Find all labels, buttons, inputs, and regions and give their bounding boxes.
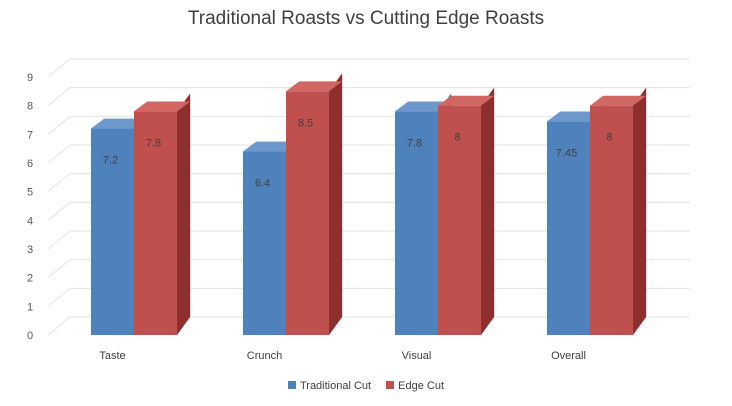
x-category-label: Taste <box>99 350 125 362</box>
gridline-depth <box>47 287 71 307</box>
gridline-depth <box>47 230 71 250</box>
bar-chart: 0 1 2 3 4 5 6 7 8 9 7.2 7.8 6.4 8.5 7.8 8 7.45 8 Taste Cr… <box>27 58 690 362</box>
data-label: 8 <box>606 132 612 144</box>
legend-label-edge-cut: Edge Cut <box>398 380 445 392</box>
data-labels: 7.2 7.8 6.4 8.5 7.8 8 7.45 8 <box>103 117 613 189</box>
chart-title: Traditional Roasts vs Cutting Edge Roast… <box>187 8 545 29</box>
gridline-depth <box>47 201 71 221</box>
gridline-depth <box>47 173 71 193</box>
y-tick-label: 5 <box>27 187 33 199</box>
data-label: 8.5 <box>298 117 313 129</box>
bar-edge-cut-crunch <box>286 73 343 336</box>
y-tick-label: 7 <box>27 129 33 141</box>
bar-front <box>547 121 590 335</box>
bar-front <box>243 151 286 335</box>
bar-front <box>590 105 633 335</box>
bar-front <box>91 128 134 335</box>
data-label: 8 <box>454 132 460 144</box>
bar-edge-cut-taste <box>134 93 191 336</box>
x-category-label: Crunch <box>247 350 282 362</box>
gridline-depth <box>47 259 71 279</box>
bar-side <box>329 73 343 336</box>
bar-side <box>633 87 647 335</box>
bar-front <box>286 91 329 336</box>
data-label: 7.8 <box>146 137 161 149</box>
data-label: 7.2 <box>103 155 118 167</box>
gridline-depth <box>47 115 71 135</box>
bar-top <box>243 141 300 152</box>
bar-top <box>286 81 343 92</box>
data-label: 6.4 <box>255 178 270 190</box>
y-tick-label: 6 <box>27 158 33 170</box>
bar-top <box>438 95 495 106</box>
bar-side <box>177 93 191 336</box>
bar-top <box>134 101 191 112</box>
y-tick-label: 1 <box>27 301 33 313</box>
gridline-depth <box>47 144 71 164</box>
y-tick-label: 2 <box>27 273 33 285</box>
y-tick-label: 8 <box>27 101 33 113</box>
bar-side <box>481 87 495 335</box>
bar-front <box>438 105 481 335</box>
legend-swatch-traditional-cut <box>287 381 296 389</box>
bar-top <box>590 95 647 106</box>
legend-label-traditional-cut: Traditional Cut <box>299 380 372 392</box>
y-tick-label: 4 <box>27 215 33 227</box>
bar-top <box>395 101 452 112</box>
bars <box>91 73 647 336</box>
legend-item-edge-cut: Edge Cut <box>386 380 444 392</box>
gridline-depth <box>47 316 71 336</box>
bar-front <box>134 111 177 336</box>
y-tick-label: 0 <box>27 330 33 342</box>
x-category-label: Visual <box>402 350 432 362</box>
bar-edge-cut-overall <box>590 87 647 335</box>
data-label: 7.45 <box>556 147 577 159</box>
gridline-depth <box>47 87 71 107</box>
y-tick-label: 9 <box>27 72 33 84</box>
data-label: 7.8 <box>407 137 422 149</box>
x-category-label: Overall <box>551 350 586 362</box>
bar-top <box>547 111 604 122</box>
legend-item-traditional-cut: Traditional Cut <box>287 380 372 392</box>
legend-swatch-edge-cut <box>386 381 395 389</box>
bar-front <box>395 111 438 336</box>
y-tick-label: 3 <box>27 244 33 256</box>
y-axis-ticks: 0 1 2 3 4 5 6 7 8 9 <box>27 72 33 342</box>
bar-edge-cut-visual <box>438 87 495 335</box>
legend: Traditional Cut Edge Cut <box>0 380 732 392</box>
gridline-depth <box>47 58 71 78</box>
x-axis-categories: Taste Crunch Visual Overall <box>99 350 586 362</box>
bar-top <box>91 118 148 129</box>
